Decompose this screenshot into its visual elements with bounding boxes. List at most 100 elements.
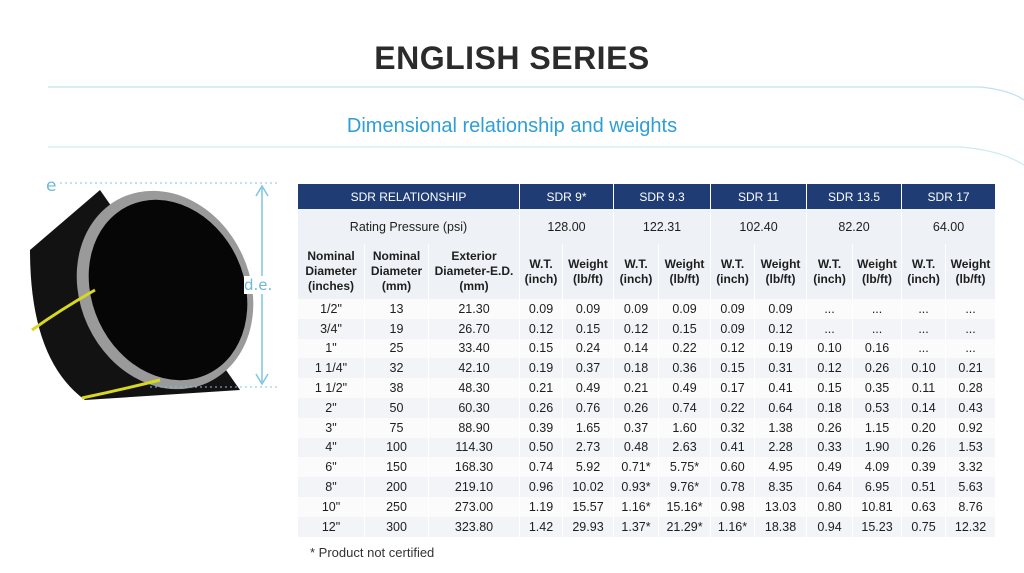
table-cell: 0.37: [614, 417, 659, 438]
table-cell: 0.26: [614, 397, 659, 418]
table-cell: 48.30: [429, 378, 519, 398]
table-cell: 18.38: [755, 516, 807, 537]
table-cell: 0.15: [807, 378, 853, 398]
table-cell: 6": [298, 457, 364, 478]
table-cell: 0.12: [807, 358, 853, 379]
column-header: W.T. (inch): [807, 244, 853, 299]
table-cell: 0.43: [946, 397, 996, 418]
subtitle: Dimensional relationship and weights: [346, 115, 678, 137]
table-cell: 0.12: [520, 318, 562, 339]
table-cell: 0.15: [659, 318, 711, 339]
table: SDR RELATIONSHIP SDR 9* SDR 9.3 SDR 11 SDR 1…: [297, 184, 996, 537]
table-cell: 32: [365, 358, 428, 379]
table-row: 12" 300 323.80 1.42 29.93 1.37* 21.29* 1.16* 18.…: [298, 516, 996, 537]
table-cell: 1 1/4": [298, 358, 364, 379]
table-cell: 0.12: [614, 318, 659, 339]
table-row: 2" 50 60.30 0.26 0.76 0.26 0.74 0.22 0.64 0.18 0.5…: [298, 397, 996, 418]
table-cell: 300: [365, 516, 428, 537]
table-cell: 8.35: [755, 477, 807, 497]
table-cell: 1.60: [659, 417, 711, 438]
rating-value: 102.40: [711, 209, 807, 244]
table-cell: 0.09: [659, 299, 711, 319]
table-cell: 50: [365, 397, 428, 418]
table-cell: 12": [298, 516, 364, 537]
table-cell: 0.15: [520, 338, 562, 359]
table-cell: 0.49: [659, 378, 711, 398]
table-cell: 26.70: [429, 318, 519, 339]
table-row: 6" 150 168.30 0.74 5.92 0.71* 5.75* 0.60 4.95 0.4…: [298, 457, 996, 478]
group-header: SDR 11: [711, 184, 807, 209]
table-cell: 0.76: [563, 397, 614, 418]
table-cell: ...: [807, 318, 853, 339]
table-cell: 2.63: [659, 437, 711, 458]
table-cell: 5.63: [946, 477, 996, 497]
table-row: 1 1/2" 38 48.30 0.21 0.49 0.21 0.49 0.17 0.41 0.1…: [298, 378, 996, 398]
table-cell: 0.41: [711, 437, 755, 458]
column-header: W.T. (inch): [614, 244, 659, 299]
table-cell: 0.50: [520, 437, 562, 458]
table-cell: 0.09: [711, 318, 755, 339]
table-cell: 6.95: [853, 477, 902, 497]
table-cell: 19: [365, 318, 428, 339]
table-cell: 0.18: [614, 358, 659, 379]
table-cell: 0.64: [755, 397, 807, 418]
table-cell: 4.95: [755, 457, 807, 478]
table-cell: 33.40: [429, 338, 519, 359]
table-cell: 15.16*: [659, 496, 711, 517]
table-cell: ...: [853, 299, 902, 319]
table-cell: 0.09: [520, 299, 562, 319]
column-header: W.T. (inch): [902, 244, 946, 299]
table-cell: 1": [298, 338, 364, 359]
table-cell: ...: [946, 318, 996, 339]
rating-value: 82.20: [807, 209, 902, 244]
table-cell: 0.21: [520, 378, 562, 398]
table-cell: 0.75: [902, 516, 946, 537]
group-header: SDR 9.3: [614, 184, 711, 209]
table-cell: 0.26: [853, 358, 902, 379]
table-row: 3" 75 88.90 0.39 1.65 0.37 1.60 0.32 1.38 0.26 1.1…: [298, 417, 996, 438]
table-cell: 0.96: [520, 477, 562, 497]
table-cell: ...: [853, 318, 902, 339]
table-row: Nominal Diameter (inches) Nominal Diamete…: [298, 244, 996, 299]
table-row: 1 1/4" 32 42.10 0.19 0.37 0.18 0.36 0.15 0.31 0.1…: [298, 358, 996, 379]
column-header: Weight (lb/ft): [946, 244, 996, 299]
table-cell: 114.30: [429, 437, 519, 458]
table-cell: 2.28: [755, 437, 807, 458]
table-cell: 3": [298, 417, 364, 438]
table-cell: 0.92: [946, 417, 996, 438]
table-cell: 1.16*: [614, 496, 659, 517]
table-row: 10" 250 273.00 1.19 15.57 1.16* 15.16* 0.98 13.0…: [298, 496, 996, 517]
wall-label: e: [46, 176, 57, 196]
table-cell: 0.10: [807, 338, 853, 359]
table-cell: 1.16*: [711, 516, 755, 537]
table-cell: 0.98: [711, 496, 755, 517]
table-cell: 0.71*: [614, 457, 659, 478]
table-cell: 0.26: [902, 437, 946, 458]
table-cell: ...: [807, 299, 853, 319]
table-cell: 3.32: [946, 457, 996, 478]
table-cell: 0.33: [807, 437, 853, 458]
table-cell: 0.16: [853, 338, 902, 359]
table-cell: 21.30: [429, 299, 519, 319]
table-cell: 15.23: [853, 516, 902, 537]
table-row: 4" 100 114.30 0.50 2.73 0.48 2.63 0.41 2.28 0.33 1…: [298, 437, 996, 458]
rating-value: 64.00: [902, 209, 996, 244]
table-cell: 0.09: [614, 299, 659, 319]
column-header: Exterior Diameter-E.D. (mm): [429, 244, 519, 299]
table-cell: 10.81: [853, 496, 902, 517]
table-cell: 75: [365, 417, 428, 438]
table-cell: 0.10: [902, 358, 946, 379]
table-cell: 0.14: [902, 397, 946, 418]
column-header: Weight (lb/ft): [659, 244, 711, 299]
table-row: 1/2" 13 21.30 0.09 0.09 0.09 0.09 0.09 0.09.....…: [298, 299, 996, 319]
table-cell: 0.93*: [614, 477, 659, 497]
table-cell: 2.73: [563, 437, 614, 458]
table-cell: ...: [946, 338, 996, 359]
column-header: Nominal Diameter (mm): [365, 244, 428, 299]
table-cell: 5.92: [563, 457, 614, 478]
table-cell: 0.11: [902, 378, 946, 398]
table-cell: 4.09: [853, 457, 902, 478]
table-cell: 0.21: [614, 378, 659, 398]
table-cell: 250: [365, 496, 428, 517]
